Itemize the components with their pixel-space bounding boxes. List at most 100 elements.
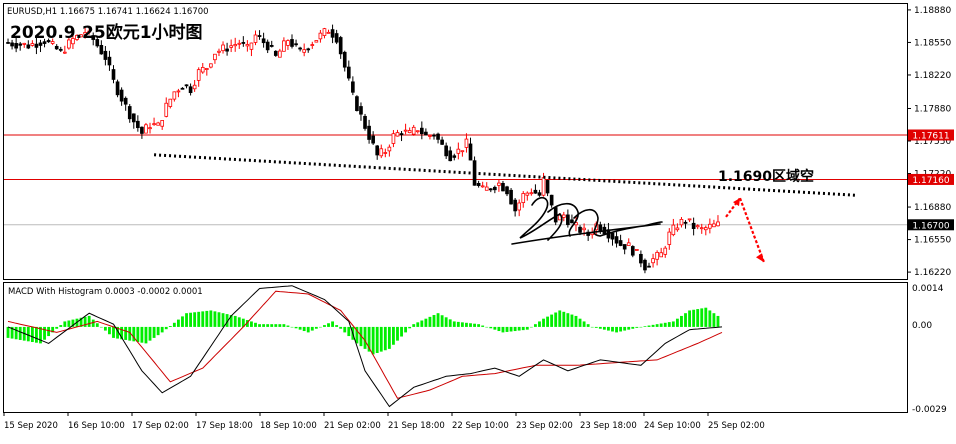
- candle-body: [54, 45, 59, 50]
- candle-body: [570, 219, 574, 224]
- macd-histogram-bar: [55, 326, 59, 329]
- macd-histogram-bar: [623, 326, 627, 331]
- candle-body: [14, 43, 18, 49]
- macd-histogram-bar: [521, 326, 525, 331]
- macd-histogram-bar: [152, 326, 156, 338]
- candle-body: [282, 40, 286, 52]
- macd-histogram-bar: [505, 326, 509, 332]
- trendline-group: [153, 153, 856, 197]
- candle-body: [497, 182, 501, 186]
- macd-label: MACD With Histogram 0.0003 -0.0002 0.000…: [8, 287, 203, 297]
- candle-body: [456, 148, 461, 154]
- candle-body: [553, 207, 558, 223]
- candle-body: [188, 86, 193, 94]
- macd-histogram-bar: [485, 326, 489, 328]
- candle-body: [582, 227, 586, 231]
- macd-panel: [3, 282, 908, 413]
- candle-body: [517, 202, 522, 211]
- candle-body: [444, 145, 448, 157]
- candle-body: [521, 193, 526, 204]
- macd-histogram-bar: [542, 318, 545, 327]
- macd-histogram-bar: [700, 308, 704, 327]
- candle-body: [363, 115, 367, 129]
- candle-body: [411, 126, 416, 135]
- macd-histogram-bar: [323, 325, 326, 327]
- candle-body: [537, 192, 542, 196]
- macd-histogram-bar: [529, 326, 533, 328]
- macd-histogram-bar: [124, 326, 128, 340]
- macd-histogram-bar: [554, 312, 558, 327]
- candle-body: [209, 63, 213, 68]
- forecast-arrows: [725, 197, 766, 263]
- macd-histogram-bar: [444, 317, 448, 327]
- macd-histogram-bar: [456, 321, 460, 327]
- candle-body: [712, 223, 716, 228]
- candle-body: [367, 125, 371, 140]
- candle-body: [671, 224, 676, 236]
- candle-body: [71, 38, 75, 45]
- macd-histogram-bar: [120, 326, 124, 340]
- candle-body: [509, 189, 513, 205]
- candle-body: [545, 180, 550, 194]
- candle-body: [10, 42, 14, 47]
- candle-body: [716, 221, 720, 227]
- macd-histogram-bar: [501, 326, 505, 333]
- macd-histogram-bar: [302, 326, 306, 332]
- macd-histogram-bar: [108, 326, 111, 335]
- candle-body: [651, 258, 655, 264]
- candle-body: [302, 49, 306, 53]
- time-tick-label: 22 Sep 10:00: [452, 421, 509, 431]
- candle-body: [269, 44, 274, 47]
- candle-body: [351, 81, 355, 93]
- candle-body: [42, 41, 47, 44]
- price-tick-label: 1.16220: [914, 268, 951, 278]
- macd-histogram-bar: [282, 324, 286, 327]
- macd-histogram-bar: [716, 315, 720, 327]
- signature-watermark: [511, 196, 663, 245]
- macd-histogram-bar: [213, 311, 217, 327]
- macd-histogram-bar: [140, 326, 144, 343]
- macd-histogram-bar: [189, 312, 193, 327]
- macd-histogram-bar: [99, 326, 103, 328]
- candle-body: [667, 231, 672, 245]
- candle-body: [383, 152, 388, 154]
- candle-body: [152, 123, 156, 126]
- macd-histogram-bar: [63, 321, 67, 327]
- price-tick-label: 1.17880: [914, 104, 951, 114]
- candle-body: [144, 124, 148, 134]
- macd-histogram-bar: [375, 326, 379, 353]
- macd-histogram-bar: [651, 324, 655, 327]
- macd-histogram-bar: [387, 326, 391, 349]
- candle-body: [679, 218, 684, 226]
- macd-histogram-bar: [359, 326, 363, 347]
- candle-body: [403, 129, 408, 132]
- candle-body: [156, 122, 160, 126]
- candle-body: [237, 42, 242, 45]
- macd-histogram-bar: [79, 317, 83, 327]
- macd-histogram-bar: [602, 326, 606, 330]
- candle-body: [428, 135, 432, 137]
- candle-body: [213, 53, 217, 61]
- macd-histogram-bar: [558, 310, 562, 327]
- candle-body: [245, 44, 250, 47]
- macd-histogram-bar: [148, 326, 152, 341]
- macd-histogram-bar: [116, 326, 119, 339]
- candle-body: [314, 40, 319, 43]
- macd-histogram-bar: [639, 326, 643, 328]
- candle-body: [338, 37, 343, 55]
- candle-body: [107, 56, 112, 66]
- arrow-down-dotted: [738, 197, 766, 263]
- candle-body: [488, 188, 493, 191]
- macd-histogram-bar: [460, 322, 464, 327]
- macd-histogram-bar: [525, 326, 529, 330]
- candle-body: [46, 40, 51, 43]
- macd-histogram-bar: [452, 321, 456, 327]
- macd-histogram-bar: [688, 310, 691, 327]
- candle-body: [359, 106, 363, 115]
- macd-histogram-bar: [67, 320, 71, 327]
- macd-histogram-bar: [663, 322, 667, 327]
- candle-body: [484, 186, 489, 191]
- candle-body: [127, 106, 132, 120]
- macd-histogram-bar: [566, 313, 570, 327]
- candle-body: [172, 91, 177, 100]
